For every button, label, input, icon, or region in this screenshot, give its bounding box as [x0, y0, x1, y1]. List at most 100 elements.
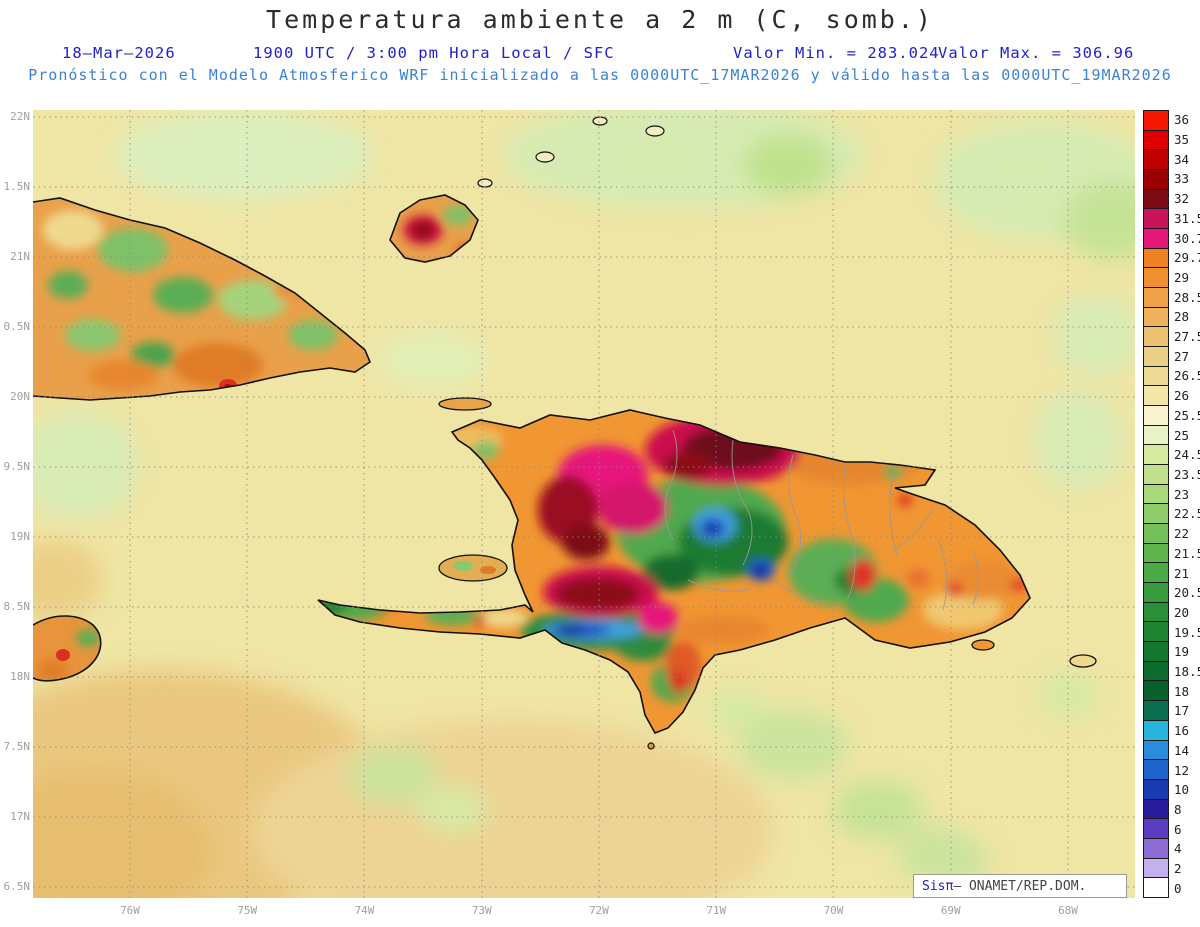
colorbar-label: 12 — [1174, 762, 1190, 778]
colorbar-label: 17 — [1174, 703, 1190, 719]
page-title: Temperatura ambiente a 2 m (C, somb.) — [266, 5, 934, 34]
colorbar-label: 19 — [1174, 644, 1190, 660]
colorbar-label: 28.5 — [1174, 289, 1200, 305]
colorbar-tile — [1143, 405, 1169, 426]
colorbar-label: 27.5 — [1174, 329, 1200, 345]
lat-tick-label: 21N — [10, 250, 30, 263]
sispi-logo: Sisπ — [922, 878, 954, 894]
colorbar-label: 20 — [1174, 604, 1190, 620]
colorbar-label: 19.5 — [1174, 624, 1200, 640]
colorbar-tile — [1143, 503, 1169, 525]
grid-lines — [33, 110, 1135, 898]
colorbar-label: 25.5 — [1174, 407, 1200, 423]
colorbar-label: 26.5 — [1174, 368, 1200, 384]
value-min: Valor Min. = 283.024 — [733, 44, 940, 62]
forecast-time: 1900 UTC / 3:00 pm Hora Local / SFC — [253, 44, 615, 62]
colorbar-label: 35 — [1174, 132, 1190, 148]
colorbar-tile — [1143, 798, 1169, 820]
colorbar-tile — [1143, 424, 1169, 446]
colorbar-label: 22 — [1174, 526, 1190, 542]
colorbar-tile — [1143, 228, 1169, 249]
colorbar-tiles — [1143, 110, 1169, 898]
colorbar-label: 2 — [1174, 861, 1182, 877]
colorbar-tile — [1143, 582, 1169, 603]
lat-tick-label: 22N — [10, 110, 30, 123]
lon-tick-label: 68W — [1058, 904, 1078, 917]
colorbar-tile — [1143, 700, 1169, 721]
lat-tick-label: 18N — [10, 670, 30, 683]
colorbar-tile — [1143, 641, 1169, 662]
colorbar-label: 27 — [1174, 348, 1190, 364]
lon-tick-label: 74W — [354, 904, 375, 917]
value-max: Valor Max. = 306.96 — [938, 44, 1135, 62]
colorbar-tile — [1143, 759, 1169, 780]
colorbar-label: 29.7 — [1174, 250, 1200, 266]
colorbar-tile — [1143, 208, 1169, 230]
lon-tick-label: 69W — [940, 904, 961, 917]
colorbar-tile — [1143, 483, 1169, 505]
colorbar-label: 23.5 — [1174, 467, 1200, 482]
colorbar-label: 31.5 — [1174, 210, 1200, 226]
colorbar-tile — [1143, 346, 1169, 367]
colorbar-label: 32 — [1174, 191, 1190, 207]
colorbar-tile — [1143, 287, 1169, 308]
colorbar-tile — [1143, 739, 1169, 761]
colorbar-tile — [1143, 837, 1169, 859]
lat-tick-label: 17N — [10, 810, 30, 823]
colorbar-tile — [1143, 247, 1169, 269]
colorbar-label: 18.5 — [1174, 664, 1200, 680]
colorbar-label: 29 — [1174, 269, 1190, 285]
colorbar-label: 23 — [1174, 486, 1190, 502]
colorbar-tile — [1143, 444, 1169, 466]
colorbar-label: 21 — [1174, 565, 1190, 581]
forecast-date: 18–Mar–2026 — [62, 44, 176, 62]
colorbar-tile — [1143, 778, 1169, 800]
colorbar-label: 10 — [1174, 782, 1190, 798]
colorbar-tile — [1143, 877, 1169, 898]
colorbar-tile — [1143, 680, 1169, 702]
colorbar-tile — [1143, 562, 1169, 584]
colorbar-tile — [1143, 601, 1169, 623]
colorbar-tile — [1143, 110, 1169, 131]
lon-tick-label: 75W — [237, 904, 258, 917]
lon-tick-label: 76W — [120, 904, 140, 917]
lat-tick-label: 19N — [10, 530, 30, 543]
lat-tick-label: 1.5N — [3, 180, 31, 193]
colorbar-label: 28 — [1174, 309, 1190, 325]
colorbar-tile — [1143, 365, 1169, 387]
colorbar-label: 26 — [1174, 388, 1190, 404]
lon-axis: 76W 75W 74W 73W 72W 71W 70W 69W 68W — [0, 903, 1200, 921]
colorbar-label: 24.5 — [1174, 447, 1200, 463]
colorbar-label: 25 — [1174, 427, 1190, 443]
colorbar-label: 22.5 — [1174, 506, 1200, 522]
colorbar-tile — [1143, 857, 1169, 879]
colorbar-tile — [1143, 660, 1169, 682]
lon-tick-label: 73W — [471, 904, 492, 917]
colorbar-tile — [1143, 818, 1169, 839]
lat-axis: 22N 1.5N 21N 0.5N 20N 9.5N 19N 8.5N 18N 7.5N 17N 6.… — [0, 0, 31, 927]
colorbar-tile — [1143, 385, 1169, 407]
colorbar-label: 8 — [1174, 801, 1182, 817]
lat-tick-label: 7.5N — [3, 740, 31, 753]
colorbar-label: 36 — [1174, 112, 1190, 128]
colorbar-label: 16 — [1174, 723, 1190, 739]
lat-tick-label: 0.5N — [3, 320, 31, 333]
colorbar-label: 4 — [1174, 841, 1182, 857]
colorbar-tile — [1143, 523, 1169, 544]
colorbar-tile — [1143, 306, 1169, 328]
colorbar-label: 21.5 — [1174, 545, 1200, 561]
lat-tick-label: 6.5N — [3, 880, 31, 893]
colorbar-tile — [1143, 326, 1169, 348]
temperature-map — [33, 110, 1135, 898]
colorbar-tile — [1143, 464, 1169, 485]
province-boundaries — [664, 429, 979, 611]
colorbar-tile — [1143, 621, 1169, 643]
map-svg — [33, 110, 1135, 898]
header-line-2: 18–Mar–2026 1900 UTC / 3:00 pm Hora Loca… — [0, 44, 1200, 64]
colorbar-label: 20.5 — [1174, 585, 1200, 601]
colorbar-label: 18 — [1174, 683, 1190, 699]
colorbar-tile — [1143, 267, 1169, 289]
colorbar-label: 14 — [1174, 742, 1190, 758]
colorbar-tile — [1143, 188, 1169, 210]
